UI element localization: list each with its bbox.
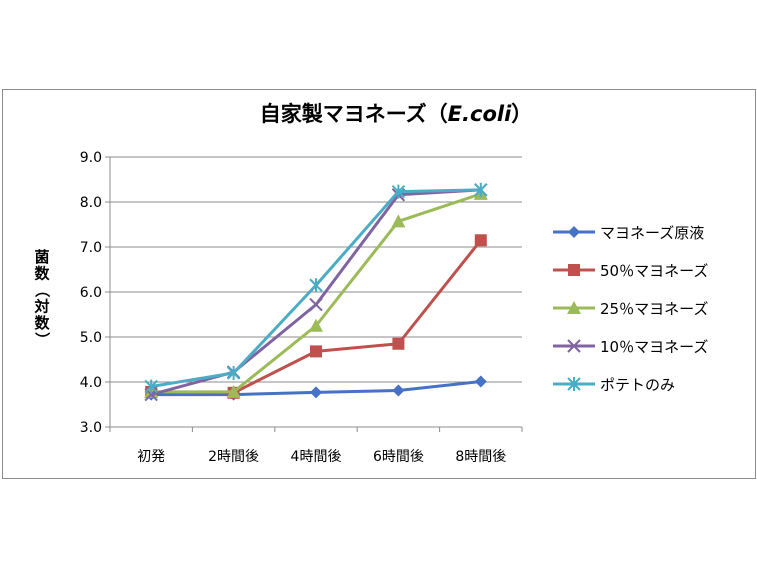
data-point [309,297,323,312]
y-axis-label: 菌数（対数） [33,248,51,347]
data-point [392,384,405,397]
y-tick-label: 6.0 [80,285,102,301]
legend-label: 10％マヨネーズ [600,338,708,356]
y-axis-label-char: 数 [34,265,50,283]
legend-entry: マヨネーズ原液 [553,224,704,242]
series-5 [144,182,488,394]
legend-label: 25％マヨネーズ [600,300,708,318]
y-tick-label: 3.0 [80,420,102,436]
legend-marker [568,264,580,276]
y-tick-label: 8.0 [80,195,102,211]
y-tick-label: 4.0 [80,375,102,391]
series-2 [145,234,487,399]
x-tick-label: 6時間後 [373,449,424,465]
legend-marker [567,301,581,314]
data-point [391,184,406,199]
y-axis-label-char: ） [33,332,51,347]
series-group [144,182,488,402]
data-point [144,379,158,394]
chart-title: 自家製マヨネーズ（E.coli） [260,102,533,126]
legend-label: 50％マヨネーズ [600,262,708,280]
legend-marker [568,226,580,238]
data-point [310,386,322,399]
x-tick-label: 2時間後 [208,449,259,465]
x-tick-label: 8時間後 [455,449,506,465]
series-line [151,192,482,394]
data-point [391,214,406,228]
y-axis-label-char: 対 [33,298,49,316]
series-line [151,239,482,395]
data-point [474,234,487,247]
data-point [309,278,323,293]
y-axis-label-char: 菌 [34,248,49,266]
data-point [474,375,487,388]
y-tick-label: 5.0 [80,330,102,346]
legend-label: ポテトのみ [600,376,675,394]
axes [105,156,523,432]
y-tick-labels: 3.0 4.0 5.0 6.0 7.0 8.0 9.0 [80,150,102,436]
legend-label: マヨネーズ原液 [600,224,704,242]
marker-stroke [567,339,581,353]
legend-entry: ポテトのみ [553,376,675,394]
data-point [309,318,323,332]
y-tick-label: 9.0 [80,150,102,166]
data-point [392,337,405,350]
legend-marker [567,339,581,353]
marker-stroke [309,297,323,312]
data-point [226,384,241,398]
legend-entry: 50％マヨネーズ [553,262,708,280]
x-tick-label: 4時間後 [291,449,342,465]
y-axis-label-char: （ [33,282,51,297]
data-point [474,182,488,197]
legend-entry: 25％マヨネーズ [553,300,708,318]
legend-marker [567,377,581,391]
data-point [310,345,322,358]
chart-frame [2,89,756,479]
y-axis-label-char: 数 [34,314,50,332]
x-tick-label: 初発 [137,448,165,465]
y-tick-label: 7.0 [80,240,102,256]
legend-entry: 10％マヨネーズ [553,338,708,356]
x-tick-labels: 初発 2時間後 4時間後 6時間後 8時間後 [137,448,506,465]
data-point [226,366,241,380]
